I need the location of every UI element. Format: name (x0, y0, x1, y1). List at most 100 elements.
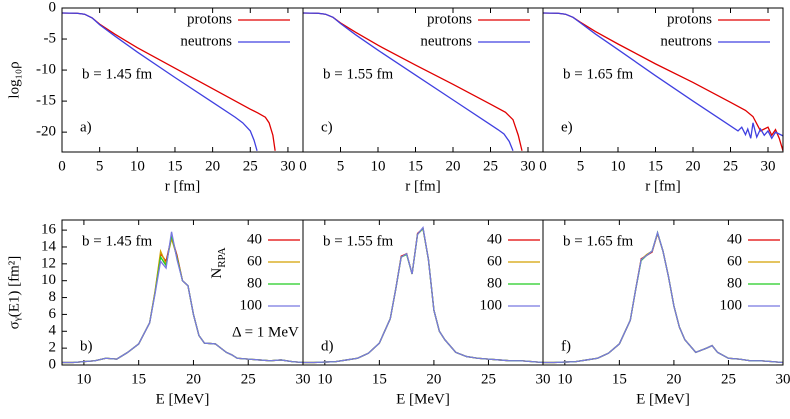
x-tick-label: 30 (280, 158, 295, 174)
x-tick-label: 20 (686, 158, 701, 174)
x-tick-label: 25 (481, 371, 496, 387)
annotation: b = 1.55 fm (323, 66, 393, 82)
plot-area (303, 226, 543, 364)
x-tick-label: 15 (648, 158, 663, 174)
annotation: b = 1.55 fm (323, 233, 393, 249)
annotation: b = 1.45 fm (82, 233, 152, 249)
y-tick-label: 4 (49, 323, 57, 339)
legend-label: protons (667, 11, 712, 27)
legend-label: 80 (487, 275, 502, 291)
legend-label: neutrons (660, 33, 712, 49)
x-tick-label: 0 (299, 158, 307, 174)
y-axis-label: log₁₀ρ (6, 61, 22, 98)
x-tick-label: 20 (186, 371, 201, 387)
x-tick-label: 30 (521, 158, 536, 174)
x-tick-label: 25 (483, 158, 498, 174)
x-tick-label: 15 (612, 371, 627, 387)
x-axis-label: E [MeV] (636, 391, 690, 407)
y-axis-label: σᵧ(E1) [fm²] (6, 256, 22, 330)
legend-label: neutrons (420, 33, 472, 49)
legend-label: protons (427, 11, 472, 27)
x-tick-label: 5 (337, 158, 345, 174)
y-tick-label: -20 (36, 124, 56, 140)
y-tick-label: 8 (49, 289, 57, 305)
annotation: d) (321, 338, 334, 354)
x-tick-label: 10 (611, 158, 626, 174)
plot-area (543, 12, 783, 151)
x-tick-label: 0 (539, 158, 547, 174)
data-line (543, 230, 783, 364)
legend-label: 100 (720, 297, 743, 313)
x-tick-label: 30 (761, 158, 776, 174)
legend-title-main: N (209, 268, 225, 279)
y-tick-label: 14 (41, 238, 57, 254)
x-tick-label: 10 (76, 371, 91, 387)
plot-area (62, 12, 276, 151)
data-line (543, 12, 783, 140)
legend-label: 100 (480, 297, 503, 313)
legend-label: 80 (727, 275, 742, 291)
annotation: f) (561, 338, 571, 354)
legend-label: 40 (247, 231, 262, 247)
annotation: e) (561, 119, 573, 135)
x-tick-label: 10 (130, 158, 145, 174)
x-tick-label: 30 (536, 371, 551, 387)
x-tick-label: 0 (58, 158, 66, 174)
legend-label: 60 (247, 253, 262, 269)
data-line (62, 234, 303, 364)
plot-area (303, 12, 523, 152)
x-tick-label: 15 (372, 371, 387, 387)
data-line (62, 231, 303, 364)
annotation: b = 1.65 fm (563, 66, 633, 82)
annotation: a) (80, 119, 92, 135)
x-axis-label: E [MeV] (396, 391, 450, 407)
plot-area (543, 230, 783, 364)
annotation: b = 1.45 fm (82, 66, 152, 82)
x-tick-label: 25 (723, 158, 738, 174)
data-line (62, 238, 303, 364)
x-tick-label: 20 (446, 158, 461, 174)
annotation: b) (80, 338, 93, 354)
x-tick-label: 10 (371, 158, 386, 174)
legend-label: neutrons (180, 33, 232, 49)
legend-title-sub: RPA (216, 247, 228, 267)
legend-title: NRPA (209, 247, 227, 278)
legend-label: protons (187, 11, 232, 27)
x-tick-label: 15 (131, 371, 146, 387)
data-line (62, 12, 258, 151)
y-tick-label: 16 (41, 222, 57, 238)
y-tick-label: 0 (49, 356, 57, 372)
x-axis-label: r [fm] (405, 178, 440, 194)
x-axis-label: r [fm] (645, 178, 680, 194)
x-tick-label: 5 (96, 158, 104, 174)
x-tick-label: 25 (721, 371, 736, 387)
x-tick-label: 30 (296, 371, 311, 387)
x-tick-label: 25 (241, 371, 256, 387)
x-tick-label: 25 (243, 158, 258, 174)
panel-frame (542, 219, 784, 366)
annotation: c) (321, 119, 333, 135)
x-tick-label: 30 (776, 371, 790, 387)
data-line (303, 12, 514, 152)
annotation: Δ = 1 MeV (232, 324, 299, 340)
y-tick-label: 6 (49, 306, 57, 322)
annotation: b = 1.65 fm (563, 233, 633, 249)
x-tick-label: 15 (167, 158, 182, 174)
y-tick-label: 10 (41, 272, 56, 288)
x-tick-label: 5 (577, 158, 585, 174)
y-tick-label: -10 (36, 62, 56, 78)
x-tick-label: 10 (557, 371, 572, 387)
legend-label: 80 (247, 275, 262, 291)
legend-label: 60 (727, 253, 742, 269)
x-tick-label: 20 (666, 371, 681, 387)
data-line (303, 226, 543, 364)
legend-label: 100 (240, 297, 263, 313)
x-tick-label: 20 (426, 371, 441, 387)
plot-area (62, 231, 303, 364)
x-tick-label: 20 (205, 158, 220, 174)
y-tick-label: -15 (36, 93, 56, 109)
y-tick-label: -5 (44, 30, 57, 46)
legend-label: 40 (487, 231, 502, 247)
legend-label: 60 (487, 253, 502, 269)
